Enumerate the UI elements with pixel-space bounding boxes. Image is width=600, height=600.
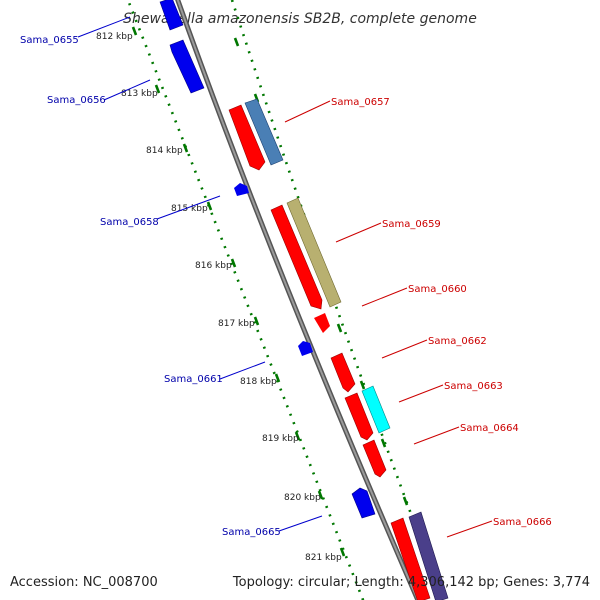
map-title: Shewanella amazonensis SB2B, complete ge… xyxy=(123,11,477,27)
gene-sama-0660[interactable] xyxy=(314,313,330,333)
kbp-label: 812 kbp xyxy=(96,32,133,42)
forward-genes xyxy=(228,98,449,600)
gene-label-sama-0656[interactable]: Sama_0656 xyxy=(47,95,106,106)
reverse-genes xyxy=(159,0,376,519)
genome-backbone xyxy=(175,0,421,600)
kbp-major-ticks xyxy=(131,26,346,557)
kbp-label: 819 kbp xyxy=(262,434,299,444)
gene-label-sama-0661[interactable]: Sama_0661 xyxy=(164,374,223,385)
gene-label-sama-0664[interactable]: Sama_0664 xyxy=(460,423,519,434)
kbp-label: 817 kbp xyxy=(218,319,255,329)
gene-label-sama-0655[interactable]: Sama_0655 xyxy=(20,35,79,46)
gene-label-sama-0658[interactable]: Sama_0658 xyxy=(100,217,159,228)
gene-label-sama-0663[interactable]: Sama_0663 xyxy=(444,381,503,392)
gene-label-sama-0660[interactable]: Sama_0660 xyxy=(408,284,467,295)
gene-sama-0657-a[interactable] xyxy=(228,104,266,171)
genome-backbone-highlight xyxy=(176,0,419,600)
gene-label-sama-0662[interactable]: Sama_0662 xyxy=(428,336,487,347)
gene-sama-0665[interactable] xyxy=(351,487,376,519)
forward-leader-lines xyxy=(284,100,493,538)
gene-sama-0658[interactable] xyxy=(234,183,249,196)
gene-sama-0655[interactable] xyxy=(159,0,184,31)
gene-sama-0657-b[interactable] xyxy=(244,98,284,166)
kbp-label: 821 kbp xyxy=(305,553,342,563)
gene-label-sama-0659[interactable]: Sama_0659 xyxy=(382,219,441,230)
kbp-label: 820 kbp xyxy=(284,493,321,503)
gene-sama-0663-a[interactable] xyxy=(344,392,374,441)
kbp-label: 814 kbp xyxy=(146,146,183,156)
accession-text: Accession: NC_008700 xyxy=(10,575,158,590)
gene-sama-0662[interactable] xyxy=(330,352,356,393)
gene-sama-0656[interactable] xyxy=(169,39,205,94)
kbp-label: 816 kbp xyxy=(195,261,232,271)
gene-sama-0661[interactable] xyxy=(298,341,313,356)
gene-sama-0659-b[interactable] xyxy=(286,197,342,308)
gene-label-sama-0657[interactable]: Sama_0657 xyxy=(331,97,390,108)
gene-label-sama-0666[interactable]: Sama_0666 xyxy=(493,517,552,528)
inner-tick-track xyxy=(126,0,365,600)
gene-label-sama-0665[interactable]: Sama_0665 xyxy=(222,527,281,538)
gene-sama-0659-a[interactable] xyxy=(270,204,323,310)
topology-summary: Topology: circular; Length: 4,306,142 bp… xyxy=(232,575,590,590)
gene-sama-0664[interactable] xyxy=(362,439,387,478)
kbp-label: 813 kbp xyxy=(121,89,158,99)
gene-sama-0666-a[interactable] xyxy=(390,517,431,600)
kbp-label: 818 kbp xyxy=(240,377,277,387)
gene-sama-0663-b[interactable] xyxy=(361,385,391,434)
kbp-label: 815 kbp xyxy=(171,204,208,214)
reverse-leader-lines xyxy=(77,16,323,532)
gene-sama-0666-b[interactable] xyxy=(408,511,449,600)
